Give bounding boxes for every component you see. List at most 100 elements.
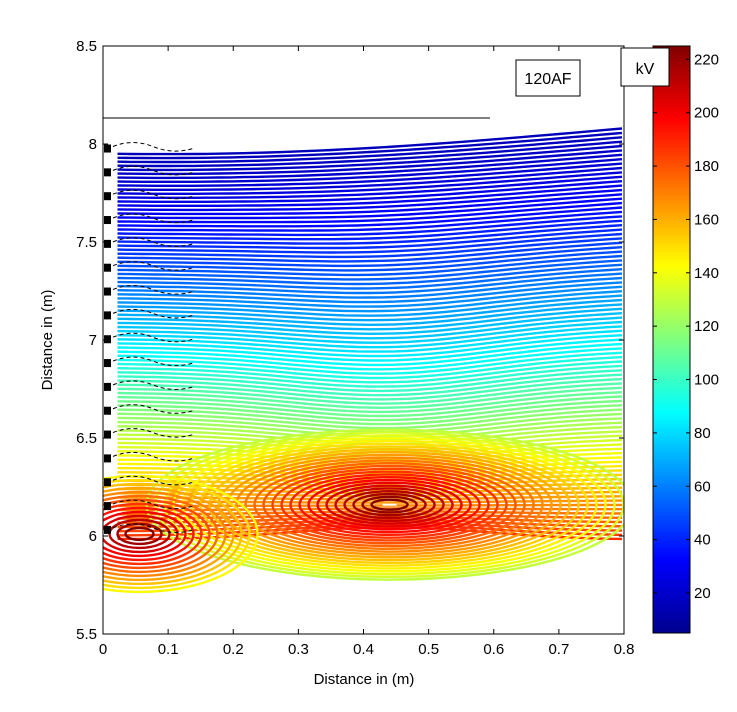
contour-line — [117, 382, 623, 405]
contour-ring — [124, 526, 155, 542]
bus-bar-marker — [104, 311, 111, 320]
contour-line — [117, 228, 623, 250]
contour-ring — [208, 448, 571, 562]
contour-line — [117, 127, 623, 156]
contour-line — [117, 149, 623, 176]
config-label: 120AF — [524, 71, 571, 88]
contour-ring — [334, 487, 445, 523]
y-axis-label: Distance in (m) — [39, 290, 56, 391]
contour-line — [117, 263, 623, 286]
colorbar-ticks: 20 40 60 80 100 120 140 160 180 200 220 — [653, 51, 719, 602]
y-tick-label: 8.5 — [76, 38, 97, 55]
equipotential-stub — [112, 142, 194, 152]
contour-ring — [244, 459, 535, 551]
contour-ring — [103, 510, 187, 558]
contour-line — [117, 290, 623, 313]
contour-ring — [226, 453, 553, 556]
contour-ring — [163, 434, 616, 576]
contour-line — [117, 232, 623, 254]
contour-line — [117, 316, 623, 340]
x-tick-label: 0.4 — [353, 641, 374, 658]
contour-line — [117, 158, 623, 183]
x-tick-label: 0.1 — [158, 641, 179, 658]
contour-ring — [103, 474, 259, 594]
colorbar-tick-label: 200 — [694, 105, 719, 122]
contour-ring — [103, 498, 211, 570]
x-tick-label: 0.3 — [288, 641, 309, 658]
contour-line — [117, 144, 623, 172]
colorbar-tick-label: 40 — [694, 532, 711, 549]
colorbar-tick-label: 80 — [694, 425, 711, 442]
contour-ring — [103, 514, 179, 554]
contour-ring — [280, 470, 499, 539]
bus-bar-marker — [104, 430, 111, 439]
contour-line — [117, 325, 623, 349]
y-tick-label: 7 — [89, 332, 97, 349]
contour-ring — [103, 490, 227, 578]
x-tick-label: 0.7 — [548, 641, 569, 658]
contour-line — [117, 224, 623, 245]
colorbar-tick-label: 140 — [694, 265, 719, 282]
contour-line — [117, 329, 623, 353]
colorbar-tick-label: 20 — [694, 585, 711, 602]
bus-bar-marker — [104, 287, 111, 296]
contour-line — [117, 373, 623, 397]
bus-bar-marker — [104, 502, 111, 511]
contour-line — [117, 140, 623, 168]
bus-bar-marker — [104, 263, 111, 272]
bus-bar-marker — [104, 359, 111, 368]
contour-ring — [103, 478, 251, 590]
contour-ring — [103, 502, 203, 566]
bus-bar-marker — [104, 216, 111, 225]
contour-line — [117, 364, 623, 388]
contour-line — [117, 281, 623, 304]
contour-ring — [116, 522, 163, 546]
contour-line — [117, 312, 623, 336]
x-axis: 0 0.1 0.2 0.3 0.4 0.5 0.6 0.7 0.8 — [99, 46, 635, 658]
contour-line — [117, 206, 623, 228]
colorbar-tick-label: 160 — [694, 211, 719, 228]
contour-ring — [298, 476, 481, 534]
contour-line — [117, 294, 623, 317]
colorbar — [652, 45, 691, 634]
contour-line — [117, 360, 623, 384]
contour-line — [117, 201, 623, 224]
bus-bar-marker — [104, 454, 111, 463]
contour-line — [117, 153, 623, 180]
contour-line — [117, 351, 623, 375]
contour-ring — [217, 450, 562, 559]
contour-line — [117, 180, 623, 203]
colorbar-tick-label: 60 — [694, 478, 711, 495]
colorbar-tick-label: 220 — [694, 51, 719, 68]
y-tick-label: 8 — [89, 136, 97, 153]
contour-line — [117, 342, 623, 367]
contour-ring — [271, 467, 508, 542]
colorbar-tick-label: 100 — [694, 372, 719, 389]
bus-bar-marker — [104, 144, 111, 153]
contour-ring — [103, 486, 235, 582]
contour-line — [117, 136, 623, 164]
contour-line — [117, 408, 623, 430]
contour-line — [117, 250, 623, 272]
contour-line — [117, 188, 623, 212]
contour-line — [117, 268, 623, 290]
bus-bar-marker — [104, 192, 111, 201]
contour-ring — [235, 456, 544, 553]
bus-bar-markers — [104, 142, 194, 534]
contour-ring — [325, 484, 454, 525]
contour-line — [117, 276, 623, 299]
contour-line — [117, 215, 623, 237]
x-tick-label: 0.8 — [614, 641, 635, 658]
contour-ring — [343, 490, 436, 520]
contour-ring — [181, 439, 598, 570]
contour-line — [117, 241, 623, 263]
contour-line — [117, 386, 623, 410]
bus-bar-marker — [104, 239, 111, 248]
bus-bar-marker — [104, 406, 111, 415]
colorbar-tick-label: 120 — [694, 318, 719, 335]
y-axis: 5.5 6 6.5 7 7.5 8 8.5 — [76, 38, 624, 643]
contour-line — [117, 285, 623, 308]
contour-ring — [103, 494, 219, 574]
contour-line — [117, 355, 623, 380]
